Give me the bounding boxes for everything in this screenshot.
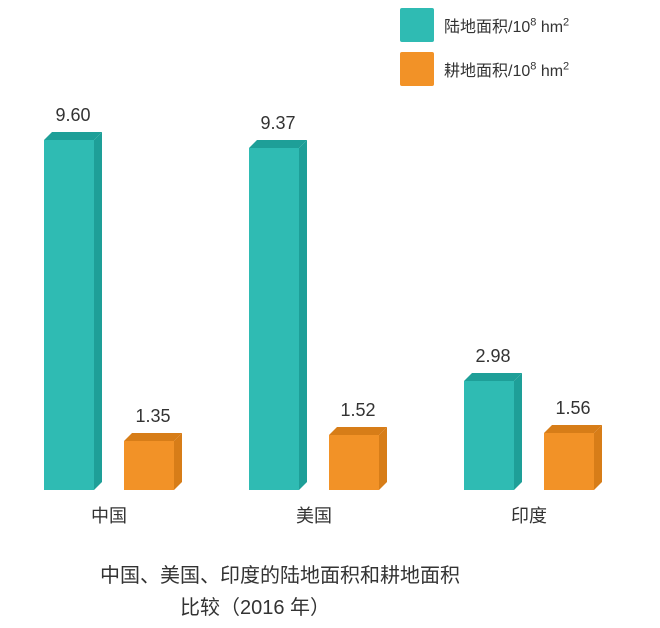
bar-side — [379, 427, 387, 490]
bar-top — [124, 433, 182, 441]
bar-value-label: 2.98 — [453, 346, 533, 367]
bar-value-label: 9.37 — [238, 113, 318, 134]
caption-line-1: 中国、美国、印度的陆地面积和耕地面积 — [100, 560, 560, 592]
chart-caption: 中国、美国、印度的陆地面积和耕地面积 比较（2016 年） — [100, 560, 560, 624]
legend-label-land: 陆地面积/108 hm2 — [444, 13, 569, 37]
bar-value-label: 1.52 — [318, 400, 398, 421]
category-label: 印度 — [464, 502, 594, 528]
bar-top — [44, 132, 102, 140]
caption-line-2: 比较（2016 年） — [100, 592, 560, 624]
bar-top — [249, 140, 307, 148]
bar-side — [94, 132, 102, 490]
group-2: 2.981.56印度 — [464, 115, 624, 490]
bar-land-0: 9.60 — [44, 140, 94, 490]
bar-top — [544, 425, 602, 433]
bar-front — [44, 140, 94, 490]
bar-arable-0: 1.35 — [124, 441, 174, 490]
group-0: 9.601.35中国 — [44, 115, 204, 490]
group-1: 9.371.52美国 — [249, 115, 409, 490]
bar-land-1: 9.37 — [249, 148, 299, 490]
bar-side — [299, 140, 307, 490]
bar-front — [329, 435, 379, 490]
bar-value-label: 1.56 — [533, 398, 613, 419]
legend-swatch-land — [400, 8, 434, 42]
bar-top — [464, 373, 522, 381]
bar-arable-1: 1.52 — [329, 435, 379, 490]
bar-value-label: 1.35 — [113, 406, 193, 427]
legend-label-arable: 耕地面积/108 hm2 — [444, 57, 569, 81]
bar-front — [464, 381, 514, 490]
legend-item-arable: 耕地面积/108 hm2 — [400, 52, 569, 86]
bar-side — [514, 373, 522, 490]
bar-front — [544, 433, 594, 490]
bar-front — [249, 148, 299, 490]
bar-value-label: 9.60 — [33, 105, 113, 126]
category-label: 中国 — [44, 502, 174, 528]
bar-land-2: 2.98 — [464, 381, 514, 490]
legend-swatch-arable — [400, 52, 434, 86]
bar-arable-2: 1.56 — [544, 433, 594, 490]
legend-item-land: 陆地面积/108 hm2 — [400, 8, 569, 42]
bar-front — [124, 441, 174, 490]
bar-side — [174, 433, 182, 490]
bar-side — [594, 425, 602, 490]
category-label: 美国 — [249, 502, 379, 528]
legend: 陆地面积/108 hm2 耕地面积/108 hm2 — [400, 8, 569, 96]
chart-area: 9.601.35中国9.371.52美国2.981.56印度 — [34, 115, 634, 490]
bar-top — [329, 427, 387, 435]
